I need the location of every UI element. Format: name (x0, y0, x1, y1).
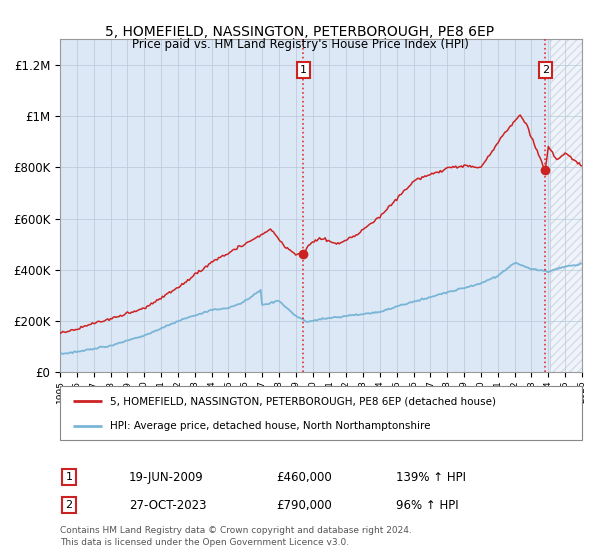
Text: 139% ↑ HPI: 139% ↑ HPI (396, 470, 466, 484)
Text: Contains HM Land Registry data © Crown copyright and database right 2024.: Contains HM Land Registry data © Crown c… (60, 526, 412, 535)
Text: Price paid vs. HM Land Registry's House Price Index (HPI): Price paid vs. HM Land Registry's House … (131, 38, 469, 51)
Text: 2: 2 (65, 500, 73, 510)
Text: £460,000: £460,000 (276, 470, 332, 484)
Text: 1: 1 (65, 472, 73, 482)
Text: 1: 1 (300, 65, 307, 75)
Text: HPI: Average price, detached house, North Northamptonshire: HPI: Average price, detached house, Nort… (110, 421, 430, 431)
Text: 5, HOMEFIELD, NASSINGTON, PETERBOROUGH, PE8 6EP: 5, HOMEFIELD, NASSINGTON, PETERBOROUGH, … (106, 25, 494, 39)
Text: 2: 2 (542, 65, 549, 75)
Text: 19-JUN-2009: 19-JUN-2009 (129, 470, 204, 484)
Bar (550, 39, 582, 372)
Text: 96% ↑ HPI: 96% ↑ HPI (396, 498, 458, 512)
Text: 27-OCT-2023: 27-OCT-2023 (129, 498, 206, 512)
Text: This data is licensed under the Open Government Licence v3.0.: This data is licensed under the Open Gov… (60, 538, 349, 547)
Text: £790,000: £790,000 (276, 498, 332, 512)
Text: 5, HOMEFIELD, NASSINGTON, PETERBOROUGH, PE8 6EP (detached house): 5, HOMEFIELD, NASSINGTON, PETERBOROUGH, … (110, 396, 496, 407)
Bar (550, 39, 582, 372)
